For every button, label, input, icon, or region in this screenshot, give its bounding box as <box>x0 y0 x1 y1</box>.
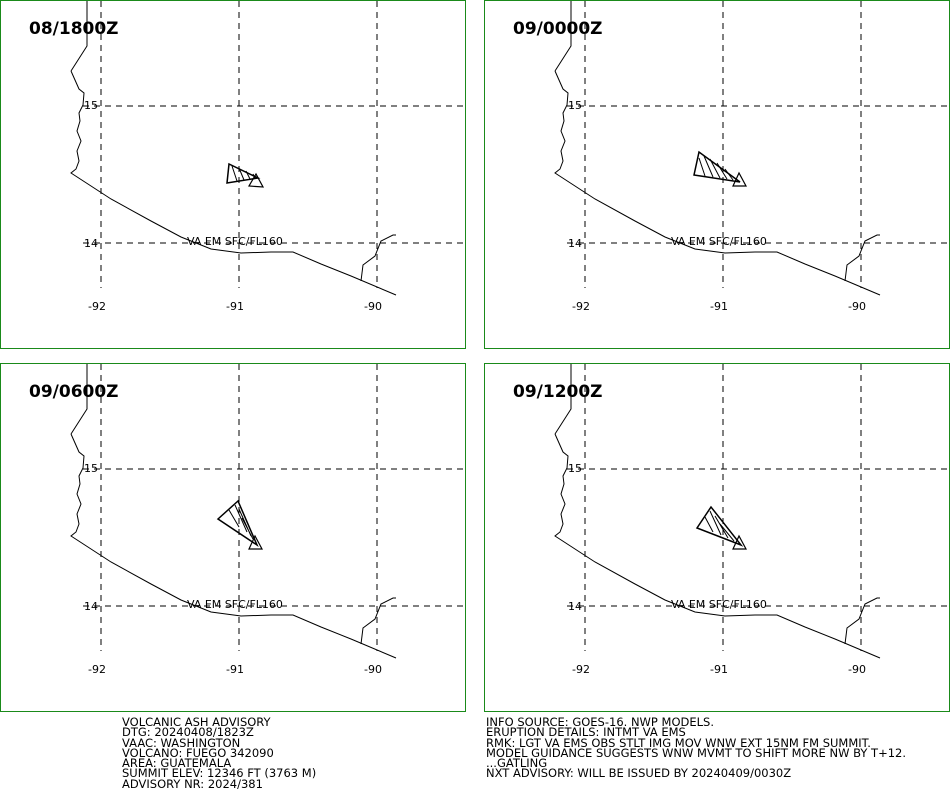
advisory-line: ADVISORY NR: 2024/381 <box>122 776 263 791</box>
lat-label-14: 14 <box>568 237 582 250</box>
lon-label-91: -91 <box>226 300 244 313</box>
panel-valid-time: 09/0000Z <box>513 19 603 39</box>
map-drawing <box>554 1 949 296</box>
lon-label-90: -90 <box>364 300 382 313</box>
panel-valid-time: 08/1800Z <box>29 19 119 39</box>
advisory-line: AREA: GUATEMALA <box>122 756 232 771</box>
forecast-panel-4: 09/1200Z 15 14 -92 -91 -90 VA EM SFC/FL1… <box>484 363 950 712</box>
ash-polygon <box>693 150 748 187</box>
lon-label-92: -92 <box>88 663 106 676</box>
lon-label-92: -92 <box>88 300 106 313</box>
lon-label-90: -90 <box>848 663 866 676</box>
advisory-line: ...GATLING <box>486 756 548 771</box>
advisory-line: RMK: LGT VA EMS OBS STLT IMG MOV WNW EXT… <box>486 735 871 750</box>
lon-label-90: -90 <box>848 300 866 313</box>
coastline <box>70 364 397 659</box>
lon-label-92: -92 <box>572 663 590 676</box>
lat-label-15: 15 <box>84 99 98 112</box>
advisory-left-block: VOLCANIC ASH ADVISORY DTG: 20240408/1823… <box>122 715 317 791</box>
advisory-line: VOLCANIC ASH ADVISORY <box>122 715 271 729</box>
ash-polygon <box>226 162 265 188</box>
lat-label-15: 15 <box>568 462 582 475</box>
advisory-line: SUMMIT ELEV: 12346 FT (3763 M) <box>122 766 317 781</box>
advisory-line: INFO SOURCE: GOES-16. NWP MODELS. <box>486 715 714 729</box>
map-drawing <box>554 364 949 659</box>
panel-valid-time: 09/0600Z <box>29 382 119 402</box>
lon-label-91: -91 <box>710 300 728 313</box>
lon-label-91: -91 <box>226 663 244 676</box>
advisory-line: VOLCANO: FUEGO 342090 <box>122 745 274 760</box>
map-drawing <box>70 364 465 659</box>
lat-label-14: 14 <box>84 600 98 613</box>
lat-label-15: 15 <box>568 99 582 112</box>
ash-level-label: VA EM SFC/FL160 <box>671 235 767 248</box>
coastline <box>554 1 881 296</box>
coastline <box>554 364 881 659</box>
advisory-line: NXT ADVISORY: WILL BE ISSUED BY 20240409… <box>486 766 792 781</box>
ash-polygon <box>216 499 264 550</box>
panel-valid-time: 09/1200Z <box>513 382 603 402</box>
lon-label-90: -90 <box>364 663 382 676</box>
lat-label-14: 14 <box>568 600 582 613</box>
advisory-line: VAAC: WASHINGTON <box>122 735 241 750</box>
lat-label-14: 14 <box>84 237 98 250</box>
lon-label-91: -91 <box>710 663 728 676</box>
advisory-line: DTG: 20240408/1823Z <box>122 725 254 740</box>
advisory-right-block: INFO SOURCE: GOES-16. NWP MODELS. ERUPTI… <box>486 715 906 781</box>
forecast-panel-1: 08/1800Z 15 14 -92 -91 -90 VA EM SFC/FL1… <box>0 0 466 349</box>
ash-polygon <box>695 505 748 550</box>
ash-level-label: VA EM SFC/FL160 <box>671 598 767 611</box>
lat-label-15: 15 <box>84 462 98 475</box>
lon-label-92: -92 <box>572 300 590 313</box>
forecast-panel-2: 09/0000Z 15 14 -92 -91 -90 VA EM SFC/FL1… <box>484 0 950 349</box>
coastline <box>70 1 397 296</box>
forecast-panel-3: 09/0600Z 15 14 -92 -91 -90 VA EM SFC/FL1… <box>0 363 466 712</box>
advisory-line: MODEL GUIDANCE SUGGESTS WNW MVMT TO SHIF… <box>486 745 906 760</box>
ash-level-label: VA EM SFC/FL160 <box>187 235 283 248</box>
ash-level-label: VA EM SFC/FL160 <box>187 598 283 611</box>
map-drawing <box>70 1 465 296</box>
advisory-line: ERUPTION DETAILS: INTMT VA EMS <box>486 725 686 740</box>
